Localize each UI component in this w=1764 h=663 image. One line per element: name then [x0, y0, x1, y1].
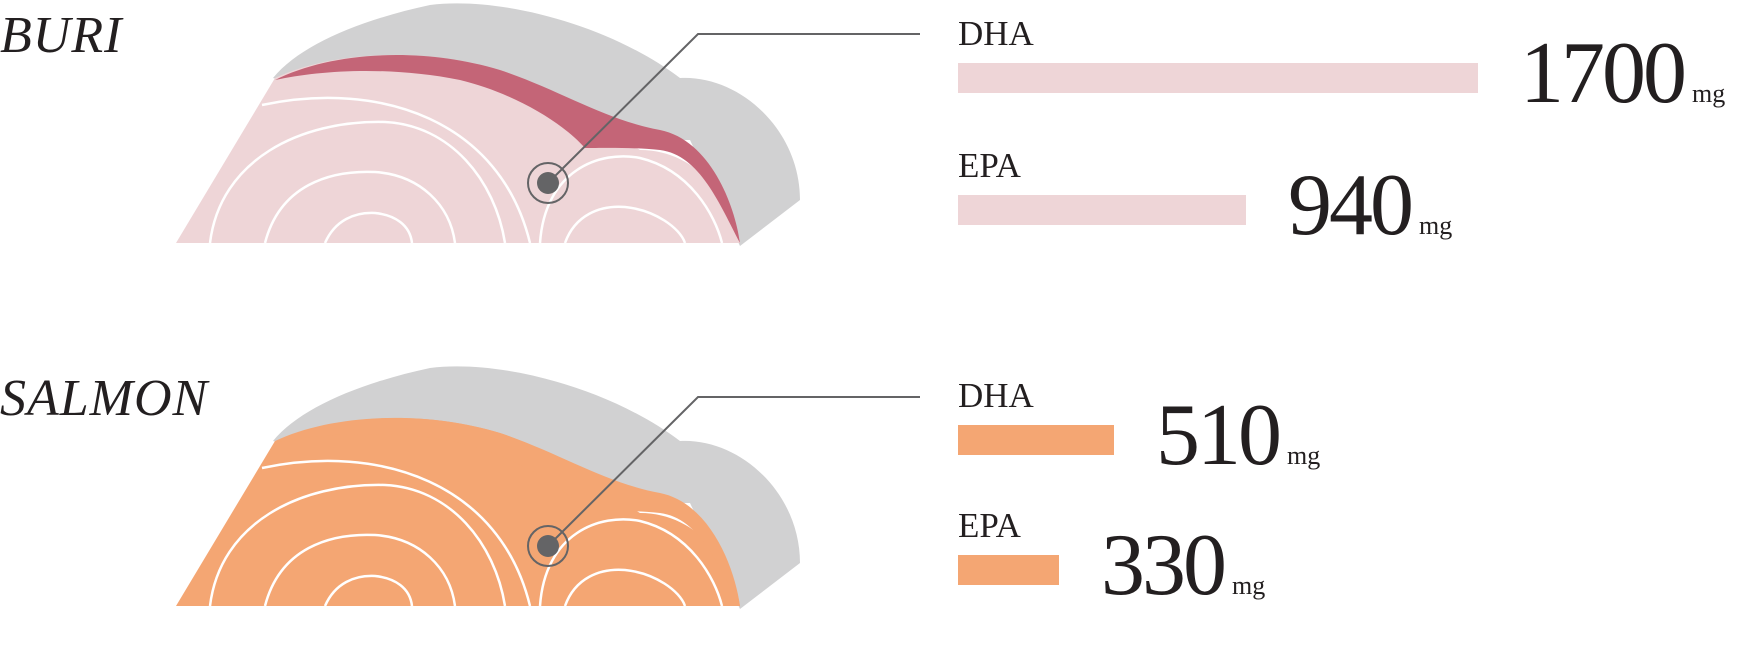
fish-panel-salmon: SALMON DHA 510 mg EPA 330 mg	[0, 363, 1764, 663]
value-number: 1700	[1520, 25, 1687, 122]
fish-flesh	[176, 54, 740, 243]
flesh-ring-lines	[208, 96, 724, 244]
marker-ring	[527, 162, 569, 204]
marker-ring	[527, 525, 569, 567]
nutrient-value: 330 mg	[1101, 522, 1265, 610]
nutrient-bar	[958, 425, 1114, 455]
fish-dark-meat	[275, 55, 740, 243]
nutrient-bar	[958, 555, 1059, 585]
nutrient-label: EPA	[958, 146, 1021, 185]
fish-name: SALMON	[0, 370, 209, 427]
marker-dot	[537, 535, 559, 557]
nutrient-label: DHA	[958, 14, 1034, 53]
nutrient-value: 1700 mg	[1520, 30, 1725, 118]
nutrient-label: DHA	[958, 376, 1034, 415]
value-number: 330	[1101, 517, 1227, 614]
nutrient-bar	[958, 63, 1478, 93]
leader-line	[547, 396, 920, 547]
fish-panel-buri: BURI DHA 1700 mg EPA 940 mg	[0, 0, 1764, 300]
value-number: 940	[1288, 157, 1414, 254]
flesh-ring-lines	[208, 459, 724, 607]
value-unit: mg	[1287, 441, 1321, 470]
value-unit: mg	[1419, 211, 1453, 240]
marker-dot	[537, 172, 559, 194]
value-number: 510	[1156, 387, 1282, 484]
fish-cross-section-illustration	[176, 3, 920, 246]
fish-flesh	[176, 417, 740, 606]
nutrient-bar	[958, 195, 1246, 225]
nutrient-label: EPA	[958, 506, 1021, 545]
fish-dark-meat	[275, 418, 740, 606]
value-unit: mg	[1692, 79, 1726, 108]
fish-cross-section-illustration	[176, 366, 920, 609]
nutrient-value: 510 mg	[1156, 392, 1320, 480]
fish-name: BURI	[0, 7, 123, 64]
leader-line	[547, 33, 920, 184]
value-unit: mg	[1232, 571, 1266, 600]
nutrient-value: 940 mg	[1288, 162, 1452, 250]
